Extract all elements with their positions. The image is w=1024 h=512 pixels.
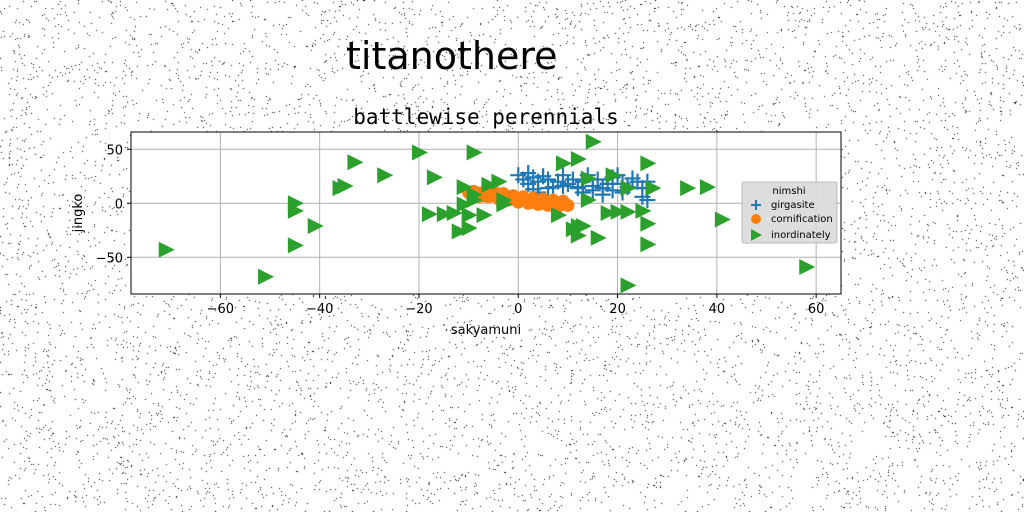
inordinately-point xyxy=(575,217,592,234)
legend-label-inordinately: inordinately xyxy=(771,230,831,241)
inordinately-point xyxy=(590,229,607,246)
cornification-point xyxy=(546,193,560,207)
inordinately-point xyxy=(699,179,716,196)
x-tick-label: 20 xyxy=(609,302,626,317)
inordinately-point xyxy=(446,205,463,221)
x-tick-label: −60 xyxy=(207,302,234,317)
inordinately-point xyxy=(555,155,572,172)
x-tick-label: −20 xyxy=(405,302,432,317)
y-tick-label: 50 xyxy=(106,143,123,158)
inordinately-point xyxy=(466,144,483,161)
girgasite-point xyxy=(540,180,557,197)
inordinately-point xyxy=(600,205,617,221)
y-tick-label: 0 xyxy=(115,197,123,212)
inordinately-point xyxy=(714,211,731,228)
legend-marker-girgasite xyxy=(751,200,761,210)
inordinately-point xyxy=(640,236,657,253)
inordinately-point xyxy=(620,277,637,294)
figure-suptitle: titanothere xyxy=(346,34,558,78)
legend-marker-cornification xyxy=(751,214,761,224)
inordinately-point xyxy=(461,220,478,237)
inordinately-point xyxy=(550,207,567,224)
legend-box xyxy=(741,181,838,244)
inordinately-point xyxy=(451,223,468,240)
inordinately-point xyxy=(610,203,627,220)
girgasite-point xyxy=(594,186,611,203)
inordinately-point xyxy=(287,237,304,254)
series-inordinately xyxy=(158,133,816,294)
inordinately-point xyxy=(491,173,508,190)
inordinately-point xyxy=(287,202,304,219)
inordinately-point xyxy=(496,196,513,213)
inordinately-point xyxy=(680,180,697,197)
inordinately-point xyxy=(426,169,443,186)
inordinately-point xyxy=(307,217,324,234)
x-tick-label: −40 xyxy=(306,302,333,317)
data-marks xyxy=(158,133,816,294)
inordinately-point xyxy=(620,180,637,197)
cornification-point xyxy=(516,190,530,204)
y-tick-label: −50 xyxy=(96,251,123,266)
inordinately-point xyxy=(421,206,438,223)
inordinately-point xyxy=(605,167,622,184)
inordinately-point xyxy=(580,170,597,187)
girgasite-point xyxy=(554,178,571,194)
inordinately-point xyxy=(645,180,662,197)
inordinately-point xyxy=(411,144,428,161)
chart-title: battlewise perennials xyxy=(353,105,619,129)
y-axis-label: jingko xyxy=(71,194,86,234)
inordinately-point xyxy=(585,133,602,150)
girgasite-point xyxy=(604,182,621,199)
legend-label-girgasite: girgasite xyxy=(771,200,815,211)
x-tick-label: 40 xyxy=(709,302,726,317)
inordinately-point xyxy=(436,206,453,223)
inordinately-point xyxy=(456,196,473,213)
inordinately-point xyxy=(158,241,175,258)
inordinately-point xyxy=(799,259,816,275)
x-axis-ticks: −60 −40 −20 0 20 40 60 xyxy=(207,294,825,317)
inordinately-point xyxy=(258,268,275,285)
inordinately-point xyxy=(580,192,597,209)
legend-marker-inordinately xyxy=(751,229,762,241)
inordinately-point xyxy=(570,151,587,167)
inordinately-point xyxy=(481,176,498,193)
plot-frame xyxy=(130,131,842,295)
legend-entry-inordinately: inordinately xyxy=(751,229,831,241)
inordinately-point xyxy=(640,215,657,232)
legend-entry-girgasite: girgasite xyxy=(751,200,815,211)
inordinately-point xyxy=(347,154,364,171)
inordinately-point xyxy=(461,207,478,224)
inordinately-point xyxy=(456,179,473,196)
x-tick-label: 0 xyxy=(514,302,522,317)
x-axis-label: sakyamuni xyxy=(451,323,521,338)
legend: nimshi girgasite cornification inordinat… xyxy=(741,181,838,244)
y-axis-ticks: −50 0 50 xyxy=(96,143,131,266)
legend-label-cornification: cornification xyxy=(771,214,833,225)
girgasite-point xyxy=(584,182,601,199)
cornification-point xyxy=(526,191,540,205)
inordinately-point xyxy=(476,207,493,224)
cornification-point xyxy=(556,194,570,208)
plot-area xyxy=(130,131,842,295)
inordinately-point xyxy=(377,167,394,184)
inordinately-point xyxy=(332,180,349,197)
x-tick-label: 60 xyxy=(808,302,825,317)
inordinately-point xyxy=(640,155,657,172)
inordinately-point xyxy=(635,202,652,219)
inordinately-point xyxy=(620,203,637,220)
legend-title: nimshi xyxy=(772,186,805,197)
cornification-point xyxy=(536,192,550,206)
legend-entry-cornification: cornification xyxy=(751,214,833,225)
inordinately-point xyxy=(570,227,587,244)
